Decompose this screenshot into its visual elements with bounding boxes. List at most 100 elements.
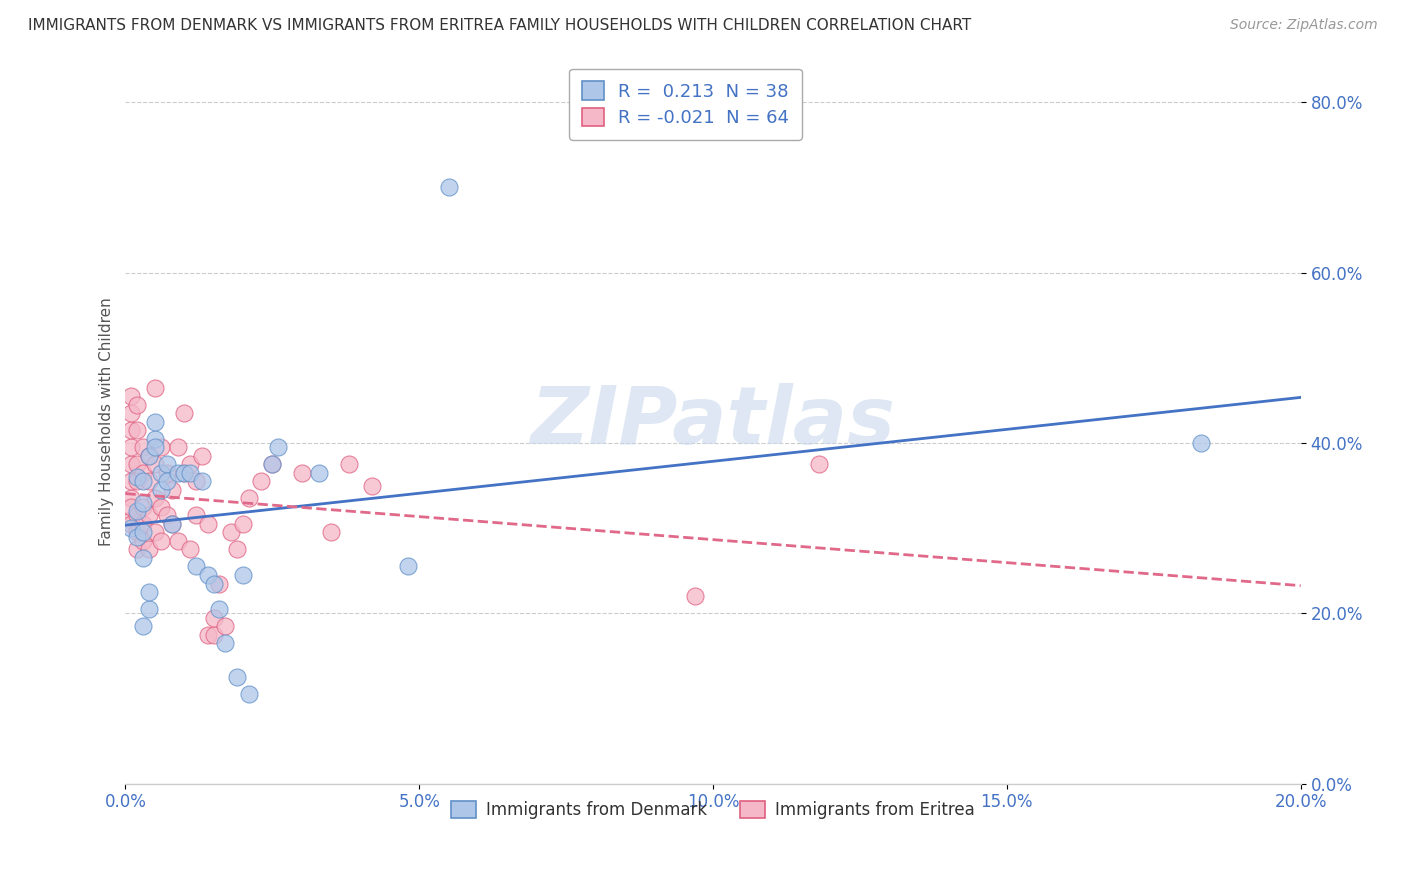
Point [132, 516, 155, 531]
Point [155, 466, 177, 480]
Point [308, 466, 330, 480]
Point [155, 508, 177, 523]
Text: Source: ZipAtlas.com: Source: ZipAtlas.com [1230, 18, 1378, 32]
Point [127, 530, 149, 544]
Point [127, 504, 149, 518]
Point [143, 432, 166, 446]
Point [214, 619, 236, 633]
Point [262, 457, 284, 471]
Point [149, 533, 172, 548]
Point [132, 495, 155, 509]
Point [132, 475, 155, 489]
Point [238, 491, 260, 506]
Point [167, 466, 190, 480]
Point [685, 590, 707, 604]
Point [127, 423, 149, 437]
Point [127, 470, 149, 484]
Point [226, 670, 249, 684]
Point [155, 475, 177, 489]
Point [127, 457, 149, 471]
Point [197, 627, 219, 641]
Point [262, 457, 284, 471]
Point [184, 559, 207, 574]
Point [197, 568, 219, 582]
Point [149, 440, 172, 454]
Point [226, 542, 249, 557]
Point [138, 602, 160, 616]
Legend: Immigrants from Denmark, Immigrants from Eritrea: Immigrants from Denmark, Immigrants from… [444, 795, 981, 826]
Point [337, 457, 360, 471]
Point [191, 449, 214, 463]
Point [197, 516, 219, 531]
Text: ZIPatlas: ZIPatlas [530, 383, 896, 460]
Point [120, 521, 142, 535]
Point [167, 533, 190, 548]
Point [120, 423, 142, 437]
Point [184, 508, 207, 523]
Point [232, 516, 254, 531]
Point [138, 449, 160, 463]
Point [396, 559, 419, 574]
Point [127, 475, 149, 489]
Point [361, 478, 384, 492]
Point [127, 398, 149, 412]
Point [202, 627, 225, 641]
Point [138, 449, 160, 463]
Point [149, 483, 172, 497]
Y-axis label: Family Households with Children: Family Households with Children [100, 297, 114, 546]
Point [155, 457, 177, 471]
Point [120, 500, 142, 514]
Point [238, 687, 260, 701]
Point [120, 457, 142, 471]
Point [321, 525, 343, 540]
Point [132, 500, 155, 514]
Point [214, 636, 236, 650]
Point [143, 381, 166, 395]
Point [167, 440, 190, 454]
Point [162, 516, 184, 531]
Point [184, 475, 207, 489]
Point [202, 576, 225, 591]
Point [179, 542, 201, 557]
Point [143, 415, 166, 429]
Point [120, 475, 142, 489]
Point [179, 457, 201, 471]
Point [120, 440, 142, 454]
Point [208, 602, 231, 616]
Point [267, 440, 290, 454]
Point [132, 551, 155, 566]
Point [173, 466, 195, 480]
Point [138, 508, 160, 523]
Point [208, 576, 231, 591]
Point [120, 491, 142, 506]
Point [437, 180, 460, 194]
Point [179, 466, 201, 480]
Point [143, 457, 166, 471]
Point [143, 491, 166, 506]
Point [132, 533, 155, 548]
Point [120, 406, 142, 420]
Point [127, 508, 149, 523]
Point [138, 585, 160, 599]
Point [149, 466, 172, 480]
Point [162, 516, 184, 531]
Point [132, 466, 155, 480]
Point [149, 500, 172, 514]
Point [249, 475, 271, 489]
Point [132, 525, 155, 540]
Point [807, 457, 830, 471]
Point [132, 619, 155, 633]
Point [291, 466, 314, 480]
Point [120, 516, 142, 531]
Point [120, 389, 142, 403]
Point [143, 525, 166, 540]
Point [143, 440, 166, 454]
Point [219, 525, 242, 540]
Point [127, 542, 149, 557]
Point [173, 406, 195, 420]
Point [120, 513, 142, 527]
Point [138, 542, 160, 557]
Point [127, 525, 149, 540]
Point [138, 475, 160, 489]
Point [162, 483, 184, 497]
